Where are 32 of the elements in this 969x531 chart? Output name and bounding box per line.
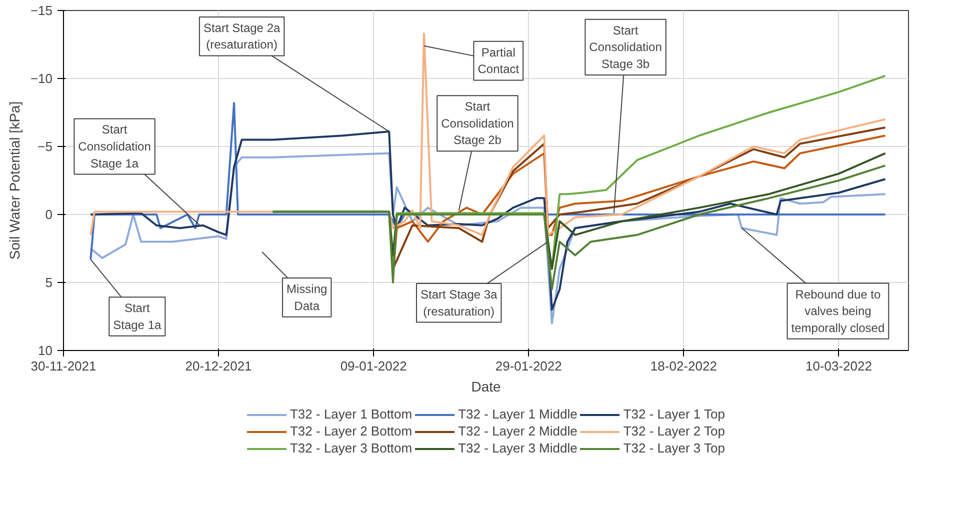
y-tick-label: −5 (38, 139, 53, 154)
annotation: Start Consolidation Stage 2b (441, 100, 514, 148)
annotation: Start Stage 1a (113, 301, 162, 332)
legend-label: T32 - Layer 3 Top (623, 440, 726, 456)
x-tick-label: 20-12-2021 (185, 358, 252, 374)
legend-label: T32 - Layer 2 Middle (458, 424, 578, 438)
x-axis-title: Date (471, 378, 501, 394)
x-tick-label: 30-11-2021 (30, 358, 96, 374)
x-tick-label: 29-01-2022 (495, 358, 562, 374)
annotation: Partial Contact (478, 45, 520, 76)
y-tick-label: −10 (30, 71, 53, 86)
y-tick-label: 0 (45, 207, 53, 222)
y-tick-label: 10 (38, 343, 53, 358)
annotation: Rebound due to valves being temporally closed (791, 287, 885, 335)
legend-label: T32 - Layer 2 Top (623, 424, 726, 438)
legend-label: T32 - Layer 2 Bottom (290, 424, 412, 438)
annotation: Start Consolidation Stage 1a (78, 122, 151, 170)
legend-label: T32 - Layer 3 Middle (458, 440, 578, 456)
y-tick-label: 5 (45, 275, 53, 290)
annotation: Start Stage 2a (resaturation) (203, 20, 280, 52)
annotation: Missing Data (286, 282, 328, 313)
y-axis-title: Soil Water Potential [kPa] (6, 101, 22, 260)
x-tick-label: 18-02-2022 (650, 358, 717, 374)
x-tick-label: 10-03-2022 (805, 358, 872, 374)
legend-label: T32 - Layer 1 Bottom (290, 406, 412, 422)
legend-label: T32 - Layer 3 Bottom (290, 440, 412, 456)
legend-label: T32 - Layer 1 Top (623, 406, 726, 422)
x-tick-label: 09-01-2022 (340, 358, 407, 374)
legend-label: T32 - Layer 1 Middle (458, 406, 578, 422)
y-tick-label: −15 (30, 3, 53, 18)
annotation: Start Stage 3a (resaturation) (420, 288, 498, 318)
annotation: Start Consolidation Stage 3b (589, 23, 662, 72)
